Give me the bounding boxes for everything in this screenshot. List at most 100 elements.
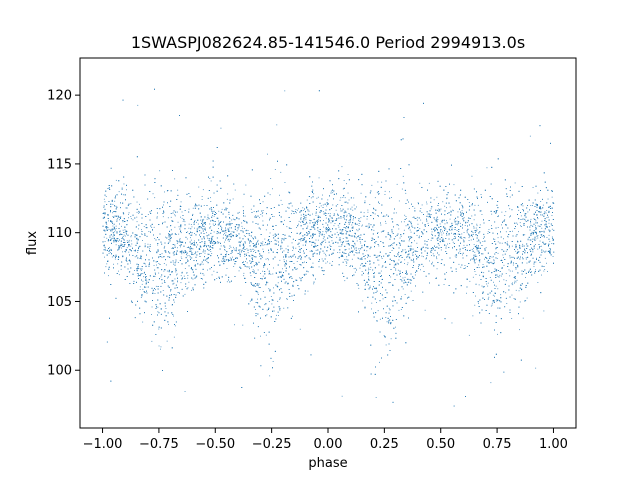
data-point <box>442 230 443 232</box>
data-point <box>211 253 213 254</box>
data-point <box>497 237 499 239</box>
data-point <box>138 268 140 270</box>
data-point <box>253 270 255 272</box>
data-point <box>256 244 257 246</box>
data-point <box>342 217 344 219</box>
data-point <box>152 280 154 281</box>
data-point <box>147 214 149 215</box>
data-point <box>426 231 427 232</box>
data-point <box>354 224 356 225</box>
data-point <box>327 228 329 230</box>
data-point <box>138 211 140 212</box>
data-point <box>433 228 435 229</box>
data-point <box>334 223 336 224</box>
data-point <box>249 268 250 270</box>
data-point <box>398 228 400 230</box>
data-point <box>317 218 319 220</box>
data-point <box>114 231 116 233</box>
data-point <box>239 249 241 251</box>
data-point <box>300 221 301 223</box>
data-point <box>199 247 200 249</box>
data-point <box>105 248 106 250</box>
data-point <box>246 229 248 231</box>
data-point <box>327 261 328 263</box>
data-point <box>245 253 247 255</box>
data-point <box>509 270 511 272</box>
data-point <box>108 229 110 230</box>
data-point <box>449 218 451 220</box>
data-point <box>154 238 156 239</box>
data-point <box>108 220 109 222</box>
data-point <box>104 246 106 248</box>
data-point <box>176 273 178 275</box>
data-point <box>218 220 220 222</box>
data-point <box>250 208 252 210</box>
data-point <box>384 297 386 298</box>
data-point <box>268 252 270 254</box>
data-point <box>536 257 537 259</box>
data-point <box>165 236 166 238</box>
data-point <box>111 230 113 232</box>
data-point <box>420 208 422 209</box>
data-point <box>109 247 110 249</box>
data-point <box>140 207 142 209</box>
data-point <box>353 197 355 199</box>
data-point <box>459 237 461 239</box>
data-point <box>285 254 287 256</box>
data-point <box>143 276 145 278</box>
data-point <box>444 205 446 207</box>
data-point <box>186 272 187 274</box>
data-point <box>262 212 264 213</box>
data-point <box>329 248 331 250</box>
data-point <box>187 261 188 262</box>
data-point <box>441 234 443 236</box>
data-point <box>392 273 394 275</box>
data-point <box>343 180 345 181</box>
data-point <box>223 234 224 236</box>
data-point <box>487 282 489 284</box>
data-point <box>366 250 368 252</box>
data-point <box>491 213 493 215</box>
data-point <box>233 266 235 267</box>
data-point <box>125 232 127 234</box>
data-point <box>477 247 479 249</box>
data-point <box>295 209 297 210</box>
data-point <box>160 346 162 348</box>
data-point <box>299 328 301 330</box>
data-point <box>112 225 114 227</box>
data-point <box>117 217 119 219</box>
data-point <box>490 305 492 307</box>
data-point <box>475 227 477 229</box>
data-point <box>103 245 105 247</box>
data-point <box>325 262 327 264</box>
data-point <box>126 240 128 242</box>
data-point <box>436 196 438 198</box>
data-point <box>348 253 350 255</box>
data-point <box>392 247 394 249</box>
data-point <box>313 193 315 195</box>
data-point <box>155 285 157 287</box>
data-point <box>389 282 391 283</box>
data-point <box>547 216 549 218</box>
data-point <box>224 249 226 251</box>
data-point <box>323 234 325 236</box>
data-point <box>436 218 438 220</box>
data-point <box>243 245 245 247</box>
data-point <box>487 231 489 233</box>
data-point <box>284 219 285 221</box>
data-point <box>358 235 360 236</box>
data-point <box>147 243 149 245</box>
data-point <box>183 275 185 277</box>
data-point <box>190 247 192 249</box>
data-point <box>344 259 346 261</box>
data-point <box>182 220 184 222</box>
data-point <box>537 218 539 220</box>
data-point <box>299 277 301 279</box>
data-point <box>287 283 288 285</box>
data-point <box>486 167 488 169</box>
data-point <box>112 203 114 205</box>
data-point <box>154 197 156 199</box>
data-point <box>187 287 189 289</box>
data-point <box>527 239 529 241</box>
data-point <box>191 226 193 228</box>
